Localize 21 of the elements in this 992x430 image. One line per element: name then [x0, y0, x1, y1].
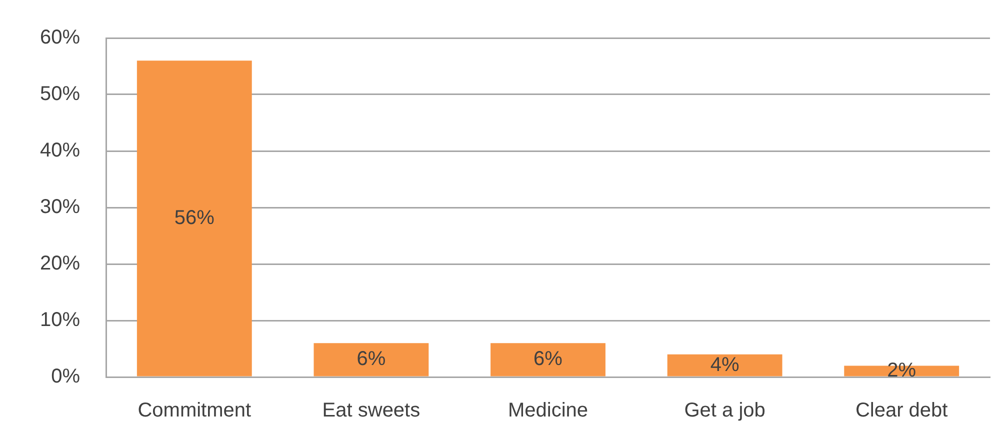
x-tick-label: Medicine	[508, 400, 588, 422]
y-tick-label: 0%	[51, 366, 80, 388]
bar	[667, 354, 782, 376]
x-tick-label: Get a job	[684, 400, 766, 422]
x-tick-label: Eat sweets	[322, 400, 420, 422]
y-tick-label: 40%	[40, 140, 80, 162]
data-label: 2%	[887, 359, 916, 382]
y-tick-label: 50%	[40, 83, 80, 106]
y-tick-label: 60%	[40, 26, 80, 49]
y-tick-label: 30%	[40, 196, 80, 218]
data-label: 4%	[710, 354, 740, 376]
x-tick-label: Clear debt	[855, 400, 948, 422]
y-tick-label: 20%	[40, 252, 80, 275]
bar	[490, 343, 606, 376]
y-tick-label: 10%	[40, 309, 80, 332]
bar	[136, 60, 252, 376]
bar	[314, 343, 429, 376]
data-label: 56%	[174, 206, 215, 229]
data-label: 6%	[356, 348, 386, 370]
data-label: 6%	[534, 348, 563, 370]
x-tick-label: Commitment	[138, 400, 252, 422]
